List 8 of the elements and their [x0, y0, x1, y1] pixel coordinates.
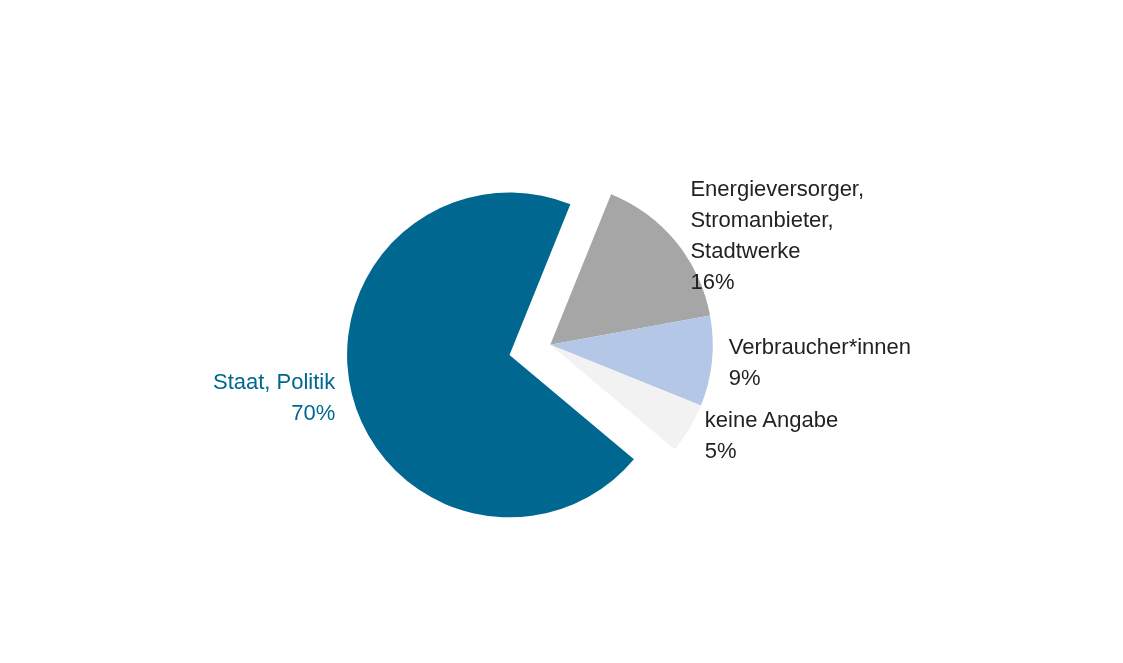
- slice-label: Energieversorger, Stromanbieter, Stadtwerke: [690, 175, 871, 263]
- data-label: 9%: [728, 365, 761, 391]
- slice-label: keine Angabe: [704, 406, 839, 432]
- slice-label: Verbraucher*innen: [728, 334, 912, 360]
- data-label: 16%: [690, 268, 735, 294]
- slice-label: Staat, Politik: [212, 369, 337, 395]
- data-label: 70%: [291, 400, 336, 426]
- data-label: 5%: [704, 437, 737, 463]
